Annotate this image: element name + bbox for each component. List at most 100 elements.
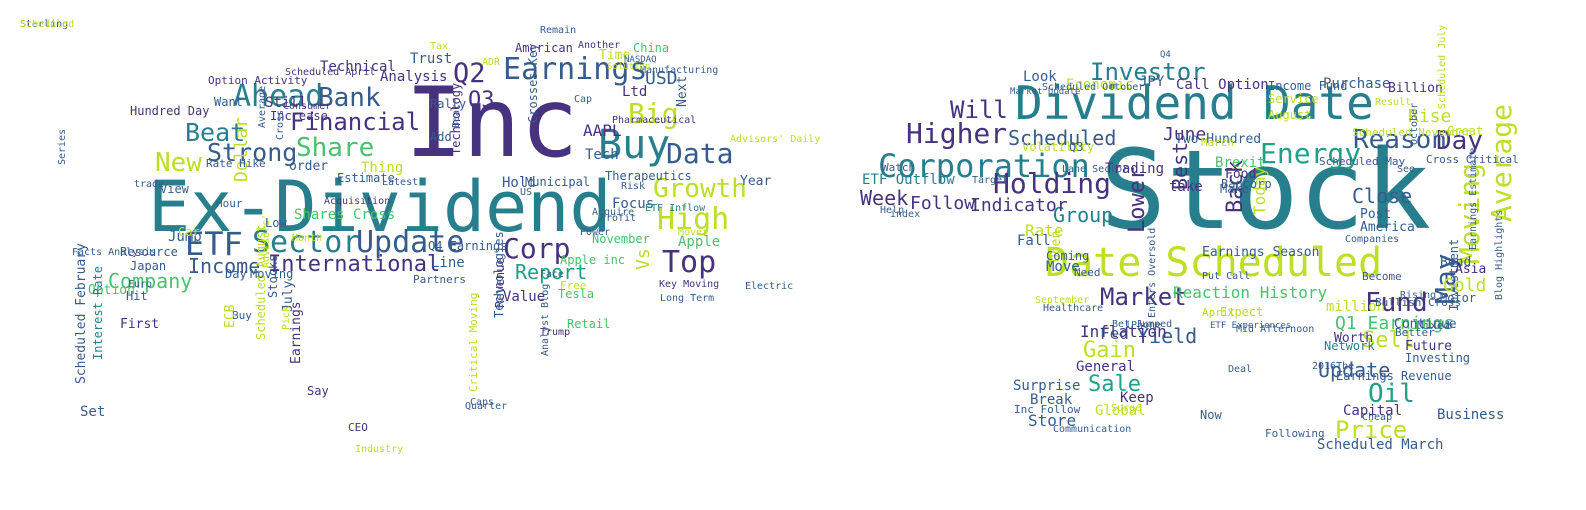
left-word: Focus: [612, 196, 655, 212]
left-word: Partners: [413, 273, 466, 286]
left-word: Data: [666, 137, 734, 170]
right-word: Gain: [1083, 338, 1136, 363]
right-word: Earnings Revenue: [1336, 369, 1452, 383]
left-word: Euro: [128, 279, 153, 290]
right-word: Investing: [1405, 351, 1471, 365]
right-word: Call Option: [1176, 77, 1269, 93]
left-word: Profit: [600, 213, 637, 224]
right-word: Motor: [1440, 291, 1477, 305]
right-word: Deal: [1228, 364, 1253, 375]
right-word: Put Call: [1202, 271, 1251, 282]
right-word: America: [1360, 220, 1415, 235]
right-word: ETF Outflow: [862, 172, 955, 188]
right-word: Income Fund: [1268, 79, 1348, 93]
right-word: Reaction History: [1173, 283, 1328, 302]
right-word: Keep: [1120, 390, 1154, 406]
left-word: Pharmaceutical: [612, 115, 697, 126]
right-word: Help: [880, 205, 905, 216]
right-word: Q3: [1069, 140, 1084, 154]
right-word: Bancorp: [1221, 177, 1272, 191]
right-word: Make: [1220, 182, 1249, 196]
left-word: Option Activity: [208, 74, 308, 87]
left-word: Vs: [633, 248, 654, 270]
right-word: Rate: [1025, 221, 1064, 240]
left-word: Growth: [653, 174, 747, 204]
left-word: ECB: [223, 304, 238, 328]
left-word: Tesla: [558, 287, 595, 301]
right-word: Oil: [1368, 379, 1415, 409]
right-word: March: [1201, 136, 1235, 149]
left-word: Month: [292, 233, 323, 244]
left-word: Hundred Day: [130, 104, 210, 118]
left-word: New: [155, 148, 202, 178]
left-word: Strong: [207, 138, 298, 167]
right-word: Global: [1095, 403, 1146, 419]
left-word: ETF: [185, 225, 243, 263]
right-word: 2016The: [1312, 361, 1355, 372]
left-word: Option: [88, 283, 135, 298]
left-word: Sector: [252, 225, 361, 260]
right-word: Break: [1030, 392, 1073, 408]
right-word: Scheduled: [1008, 126, 1117, 150]
left-word: Remain: [540, 25, 577, 36]
left-word: Estimate: [337, 171, 395, 185]
left-word: International: [268, 252, 441, 277]
right-word: Earnings Estimate: [1468, 147, 1479, 250]
right-word: Higher: [906, 117, 1008, 150]
right-word: Economic: [1066, 77, 1134, 93]
right-word: Earnings Season: [1202, 245, 1320, 260]
right-word: Business: [1437, 407, 1505, 423]
right-word: Close: [1352, 184, 1413, 208]
right-word: Mixed: [1417, 319, 1451, 332]
left-word: Say: [307, 384, 329, 398]
right-word: Lane Sector: [1062, 164, 1129, 175]
right-word: Network: [1324, 339, 1375, 353]
left-word: Technical: [320, 59, 396, 75]
right-word: See: [1397, 164, 1416, 175]
left-word: Mover: [678, 227, 709, 238]
right-word: Blog Highlights: [1494, 209, 1505, 300]
right-word: Communication: [1053, 424, 1132, 435]
left-word: CEO: [348, 421, 368, 434]
left-word: Face: [540, 269, 565, 280]
right-word: Market: [1100, 283, 1187, 311]
left-word: Beat: [185, 118, 246, 147]
left-word: Cap: [574, 94, 593, 105]
left-word: Q4 Earnings: [428, 239, 508, 253]
right-word: Coming: [1046, 249, 1090, 263]
right-word: Sell: [1362, 328, 1415, 353]
left-word: Day: [225, 267, 247, 281]
right-word: Asia: [1455, 262, 1487, 277]
right-word: Future: [1405, 339, 1452, 354]
left-word: trade: [134, 179, 165, 190]
left-word: Jump: [168, 229, 202, 245]
right-word: Date Scheduled: [1045, 240, 1383, 286]
left-word: Rally: [430, 97, 467, 111]
left-word: Top: [662, 245, 717, 280]
left-word: Analyst Blog: [540, 283, 551, 356]
right-word: Indicator: [970, 195, 1068, 216]
left-word: Power: [580, 227, 611, 238]
left-word: Dollar: [231, 116, 252, 182]
right-word: Surprise: [1013, 378, 1081, 394]
left-word: American: [515, 41, 573, 55]
left-word: Interest Rate: [91, 266, 105, 360]
right-word: Bond: [1440, 255, 1472, 270]
left-word: Trump: [540, 327, 571, 338]
right-word: Enters Oversold: [1147, 227, 1158, 318]
left-word: Crosses Key: [526, 43, 540, 123]
left-word: Quarter: [465, 401, 508, 412]
right-word: Rising: [1400, 290, 1437, 301]
left-word: Scheduled February: [74, 243, 89, 384]
right-word: Gold: [1443, 275, 1487, 296]
right-word: Will: [950, 96, 1008, 124]
right-word: million: [1326, 299, 1386, 315]
right-word: Food: [1225, 167, 1257, 182]
right-word: June: [1163, 124, 1207, 145]
left-word: Acquire: [592, 207, 635, 218]
right-word: Investor: [1090, 58, 1206, 86]
left-word: Series: [57, 128, 68, 165]
left-word: Time: [599, 48, 631, 63]
left-word: Solution: [607, 62, 651, 72]
right-word: take: [1169, 179, 1203, 195]
